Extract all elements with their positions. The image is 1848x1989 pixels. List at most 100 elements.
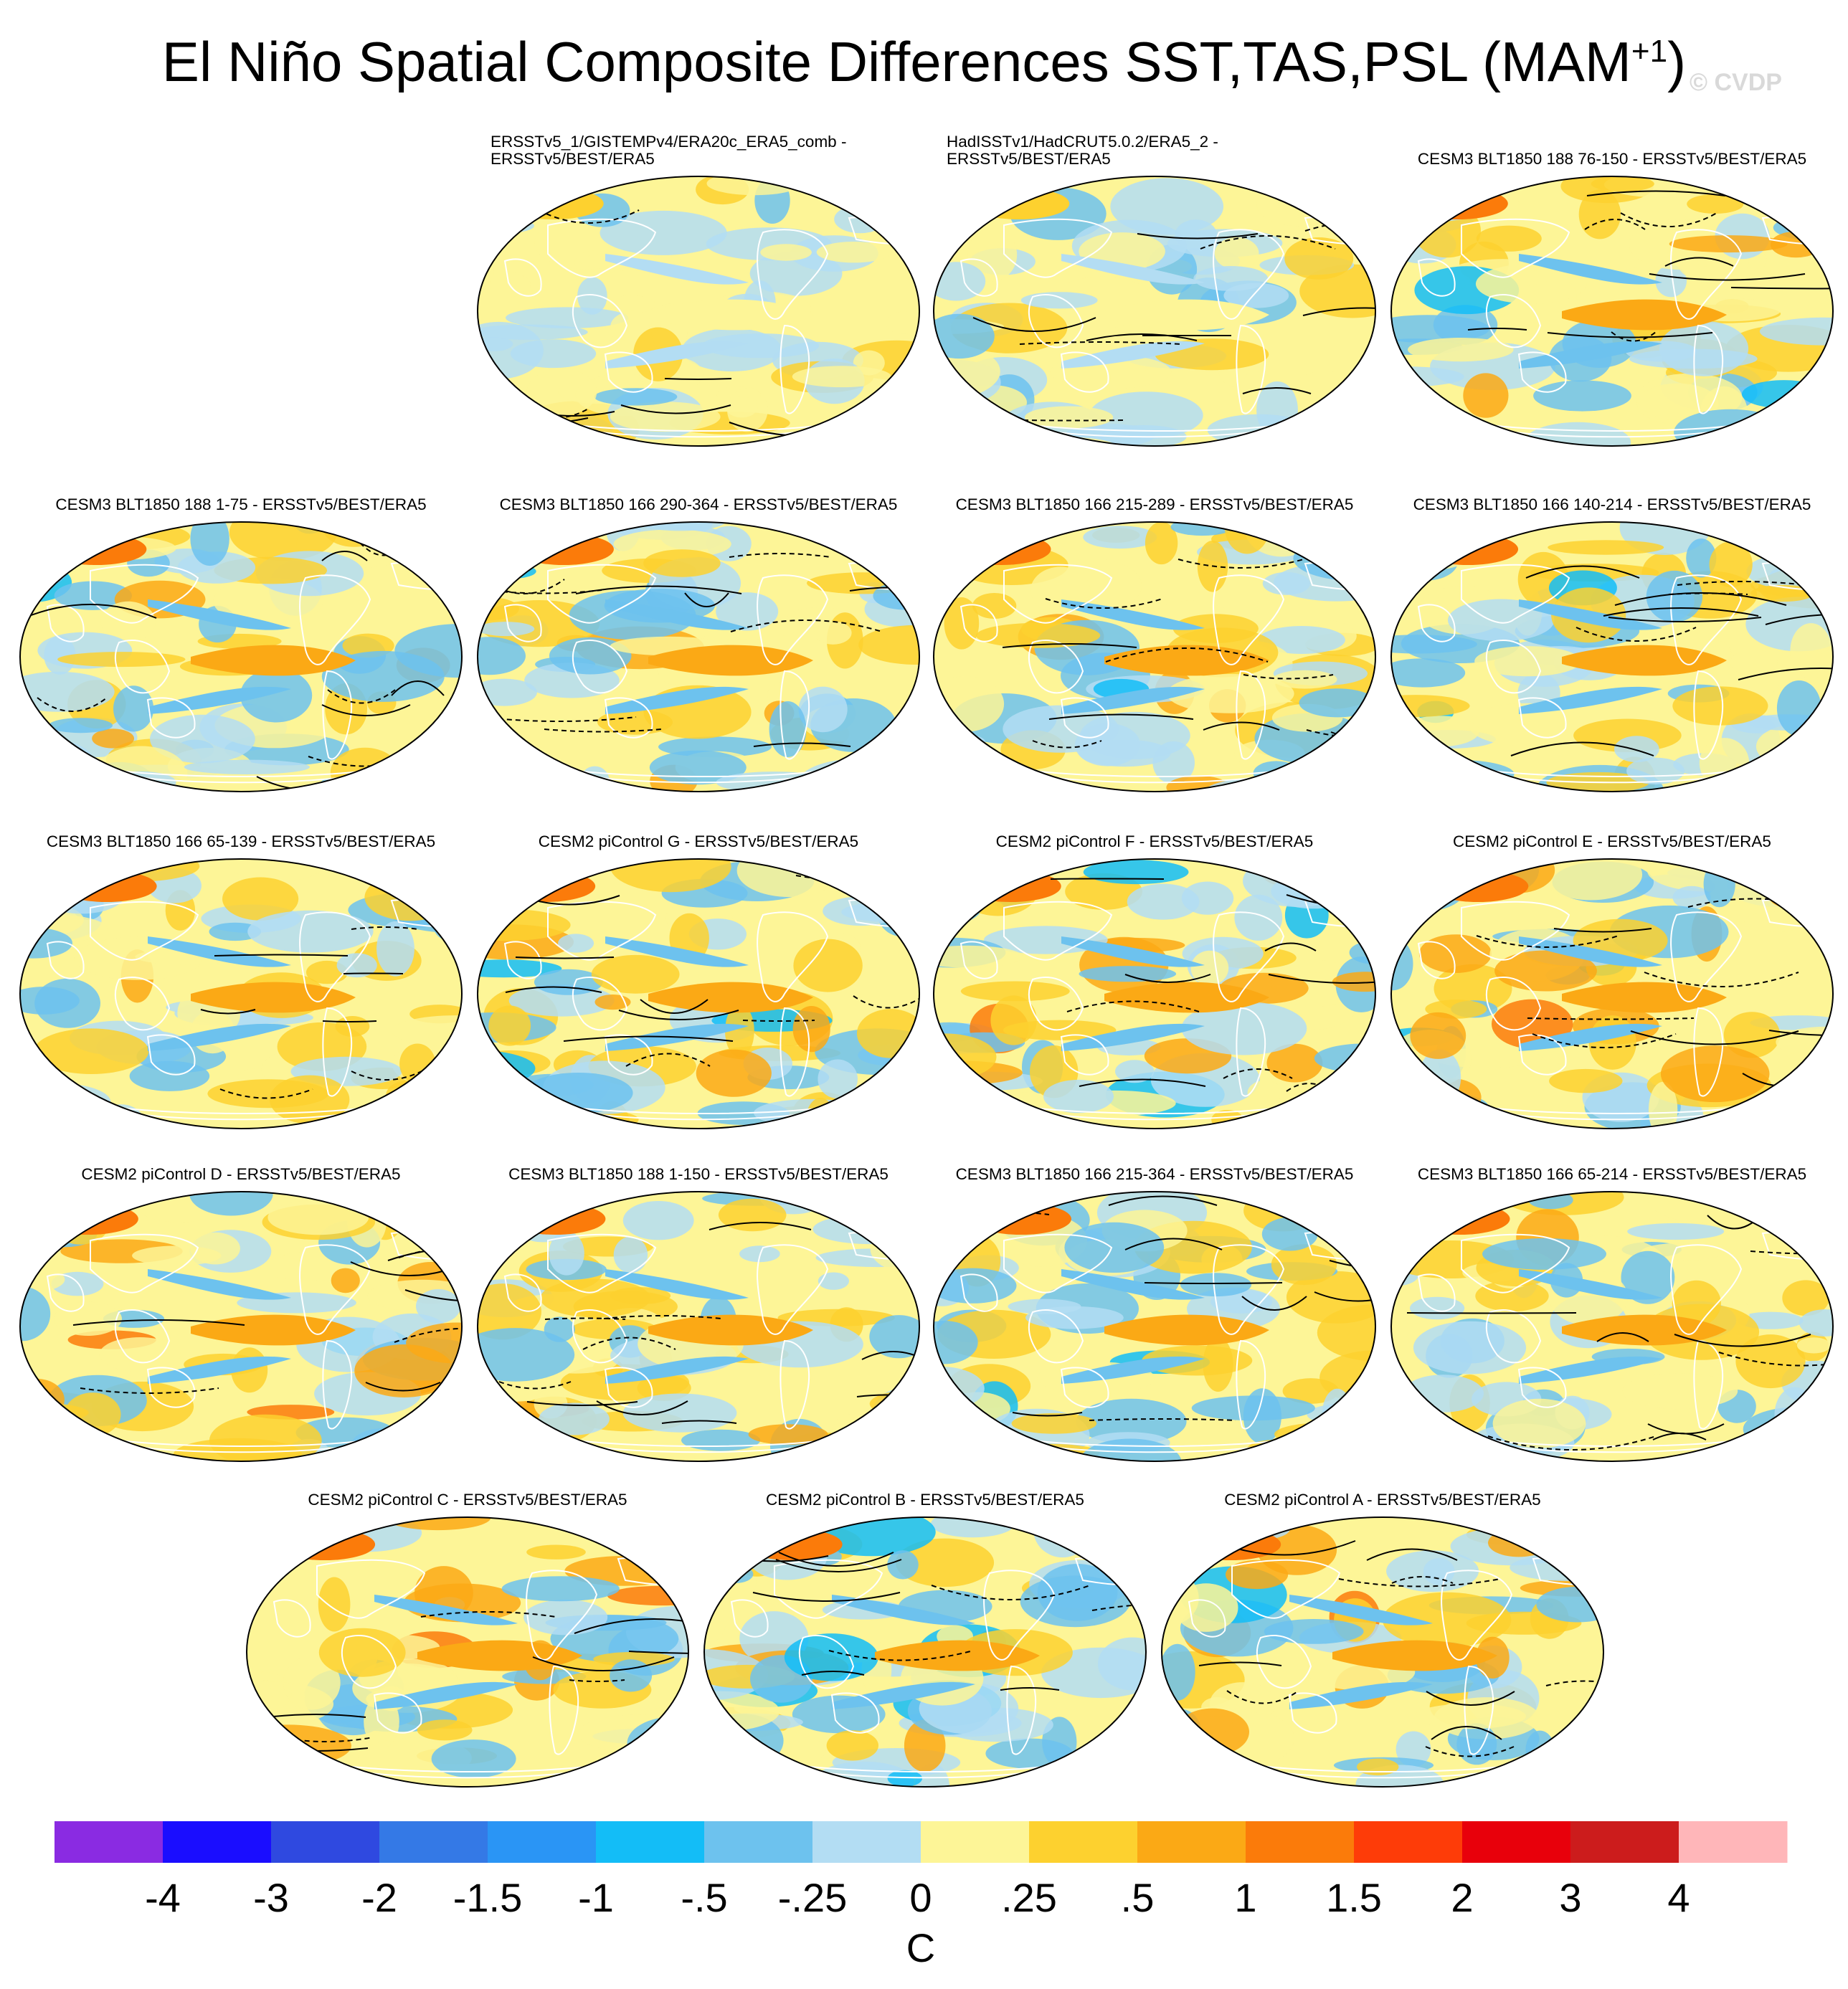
psl-contour [1620,212,1717,227]
anomaly-patch [1744,911,1805,932]
anomaly-patch [1699,738,1750,789]
coastline [1693,670,1724,760]
colorbar-swatch [1137,1821,1246,1863]
enso-warm-tongue [648,299,813,331]
anomaly-patch [682,328,782,371]
anomaly-patch [1205,1517,1290,1542]
map-border [19,521,463,792]
enso-warm-tongue [1104,1314,1269,1346]
anomaly-patch [718,1198,787,1232]
cool-horseshoe [605,254,749,285]
anomaly-patch [1256,381,1298,439]
global-map [1390,1191,1834,1462]
psl-contour [596,1400,688,1415]
anomaly-patch [65,760,103,792]
coastline [1213,1244,1285,1335]
anomaly-patch [49,718,113,734]
psl-contour [1510,741,1654,756]
map-panel: CESM2 piControl A - ERSSTv5/BEST/ERA5 [1155,1474,1611,1795]
coastline [1188,1599,1226,1638]
anomaly-patch [267,1200,369,1235]
anomaly-patch [1302,412,1375,437]
panel-title: CESM2 piControl G - ERSSTv5/BEST/ERA5 [538,832,859,850]
psl-contour [498,1381,572,1390]
coastline [146,1034,196,1076]
anomaly-patch [331,1268,360,1293]
psl-contour [1608,617,1762,622]
anomaly-patch [823,896,899,926]
coastline [572,293,628,348]
anomaly-patch [1076,1398,1187,1445]
psl-contour [1023,419,1127,422]
map-border [19,1191,463,1462]
anomaly-patch [1162,1539,1202,1581]
global-map [1161,1516,1604,1788]
psl-contour [1545,1680,1603,1686]
anomaly-patch [488,1005,531,1046]
anomaly-patch [613,1236,648,1273]
psl-contour [863,401,919,408]
map-border [933,521,1376,792]
anomaly-patch [515,777,589,792]
psl-contour [1525,565,1640,579]
anomaly-patch [1089,391,1203,440]
anomaly-patch [826,1730,878,1761]
anomaly-patch [1383,1592,1512,1648]
anomaly-patch [1315,183,1375,227]
anomaly-patch [1287,415,1375,440]
anomaly-patch [503,522,595,530]
psl-contour [1302,307,1375,316]
anomaly-patch [930,1517,1015,1538]
colorbar-tick-label: 3 [1559,1875,1581,1920]
colorbar-tick-label: 2 [1451,1875,1473,1920]
colorbar-swatch [596,1821,705,1863]
coastline [1417,258,1456,297]
anomaly-patch [784,1633,878,1681]
enso-warm-tongue [1562,982,1727,1013]
psl-contour [321,704,411,716]
anomaly-patch [1348,522,1375,561]
coastline [549,1665,579,1755]
map-panel: ERSSTv5_1/GISTEMPv4/ERA20c_ERA5_comb - E… [470,133,927,455]
anomaly-patch [870,176,919,209]
colorbar-unit: C [906,1925,935,1970]
anomaly-patch [1403,1208,1460,1225]
psl-contour [730,620,883,632]
map-panel: CESM2 piControl D - ERSSTv5/BEST/ERA5 [13,1149,469,1470]
psl-contour [1406,1312,1577,1314]
anomaly-patch [1413,1704,1526,1729]
coastline [1003,564,1113,624]
anomaly-patch [1357,1758,1399,1776]
anomaly-patch [1402,1375,1484,1413]
anomaly-patch [1391,695,1470,717]
anomaly-patch [1041,1647,1146,1699]
colorbar-tick-label: -.25 [778,1875,848,1920]
anomaly-patch [1619,522,1711,555]
psl-contour [1644,972,1799,987]
psl-contour [1089,1418,1236,1421]
coastline [1461,901,1570,961]
psl-contour [321,551,368,561]
psl-contour [1575,627,1697,642]
map-border [1390,521,1834,792]
coastline [1417,604,1456,642]
cool-horseshoe [1289,1681,1433,1709]
anomaly-patch [1799,1309,1833,1337]
anomaly-patch [229,522,337,561]
coastline [1670,911,1743,1002]
anomaly-patch [1672,686,1768,726]
psl-contour [1137,233,1259,239]
anomaly-patch [1410,1012,1466,1059]
anomaly-patch [1549,1068,1623,1093]
anomaly-patch [190,522,229,566]
anomaly-patch [364,873,456,921]
global-map [933,521,1376,792]
anomaly-patch [610,859,731,893]
anomaly-patch [376,522,462,558]
map-border [477,176,920,447]
anomaly-patch [816,242,891,263]
anomaly-patch [1672,886,1711,909]
anomaly-patch [1474,646,1581,677]
psl-contour [1124,1238,1223,1250]
anomaly-patch [1174,1583,1238,1632]
